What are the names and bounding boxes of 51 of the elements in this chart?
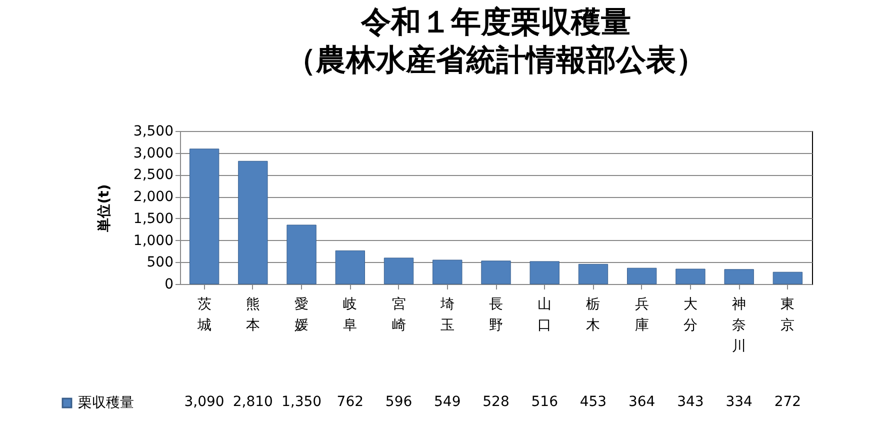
y-tick-label: 1,500 [133,210,174,227]
bar [384,258,414,284]
x-tick-label: 岐阜 [343,296,358,334]
bar [772,272,803,284]
bar [578,264,608,284]
bar [238,160,268,284]
y-tick-label: 0 [164,276,174,292]
x-tick-label: 栃木 [586,296,600,334]
y-tick-label: 2,500 [133,167,174,184]
bar [530,261,560,284]
text: 272 [774,394,802,410]
x-tick-label: 愛媛 [294,296,309,334]
bar [676,268,706,284]
x-tick-label: 山口 [538,296,552,334]
y-tick-label: 1,000 [133,232,174,249]
bar [627,268,657,284]
x-tick-label: 茨城 [196,296,212,334]
bar [724,269,754,284]
chart-subtitle: （農林水産省統計情報部公表） [286,43,706,78]
y-tick-label: 3,500 [133,124,174,140]
x-tick-label: 兵庫 [634,296,649,334]
legend-label: 栗収穫量 [78,395,134,411]
x-tick-label: 大分 [683,296,698,334]
x-tick-label: 長野 [489,296,503,334]
text: 762 [336,394,364,410]
x-tick-label: 熊本 [246,296,260,334]
x-tick-label: 宮崎 [392,296,406,334]
text: 2,810 [232,394,273,410]
x-tick-label: 神奈川 [732,296,746,354]
bar [335,250,365,284]
text: 364 [628,394,656,410]
text: 1,350 [281,394,322,410]
text: 549 [434,394,461,410]
bar [432,260,462,284]
text: 516 [531,394,558,410]
x-tick-label: 東京 [780,296,795,334]
x-tick-label: 埼玉 [439,296,454,334]
bar [189,148,220,284]
text: 343 [677,394,704,410]
text: 334 [726,394,752,410]
bar [481,260,511,284]
y-tick-label: 3,000 [133,145,174,162]
y-axis-title: 単位(t) [96,184,112,233]
bar [286,224,316,284]
text: 528 [482,394,510,410]
y-tick-label: 500 [146,254,174,271]
text: 596 [385,394,412,410]
text: 3,090 [184,394,224,410]
chart-title: 令和１年度栗収穫量 [360,5,631,40]
text: 453 [580,394,607,410]
y-tick-label: 2,000 [133,189,174,206]
